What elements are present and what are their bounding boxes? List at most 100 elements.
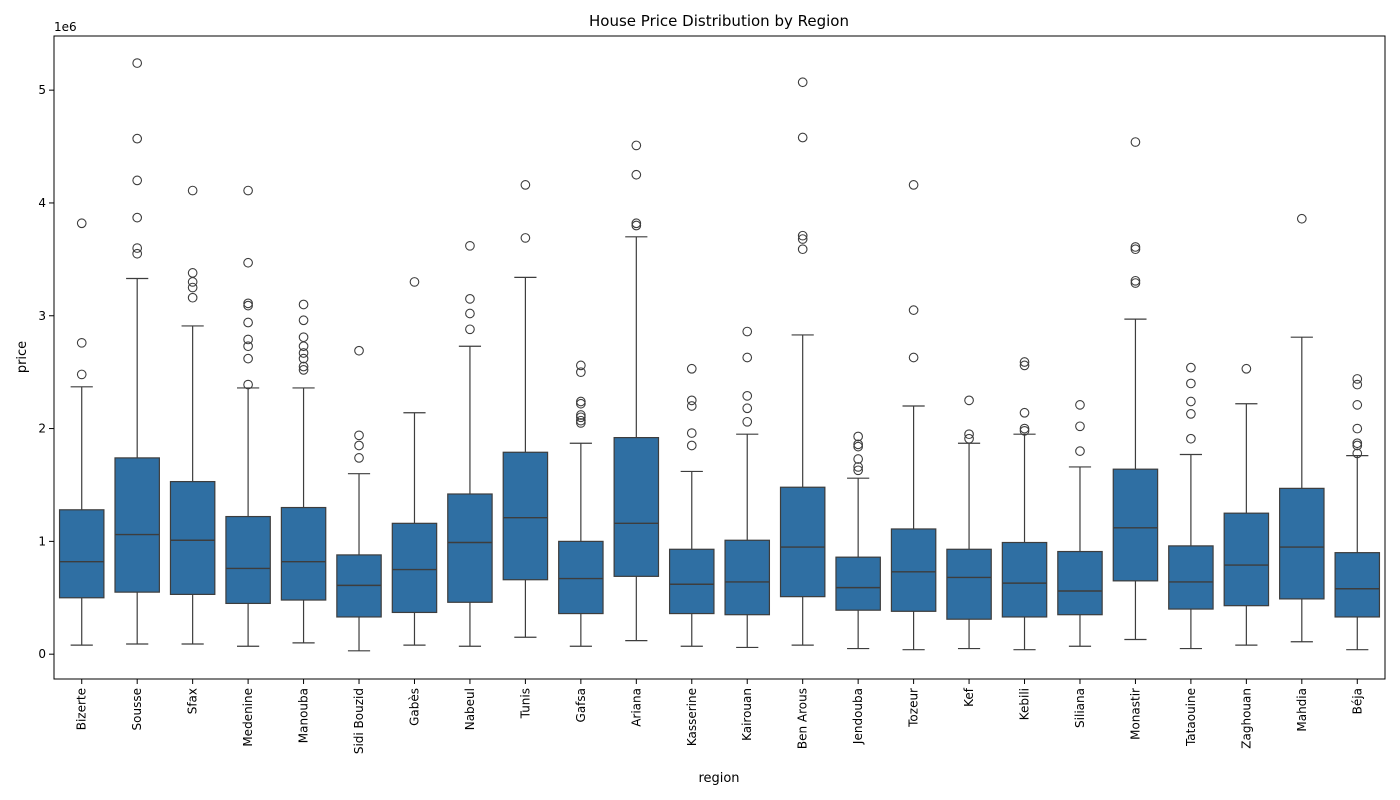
box-gafsa (558, 540, 604, 615)
x-tick-label: Manouba (297, 688, 311, 743)
x-tick-label: Nabeul (463, 688, 477, 730)
x-tick-label: Siliana (1073, 688, 1087, 728)
outlier-point (742, 391, 753, 401)
outlier-point (76, 337, 87, 348)
outlier-point (1296, 213, 1307, 224)
x-tick-label: Gafsa (574, 688, 588, 722)
outlier-point (1186, 396, 1196, 407)
box-tunis (502, 451, 549, 581)
outlier-point (132, 175, 143, 186)
outlier-point (298, 365, 309, 375)
plot-frame (53, 35, 1386, 680)
box-zaghouan (1223, 512, 1270, 607)
outlier-point (1352, 448, 1363, 459)
box-sousse (114, 457, 160, 593)
plot-area: 0 1 2 3 4 5 Bizerte Sousse Sfax Medenine Manouba Si… (38, 58, 1381, 754)
outlier-point (1186, 362, 1196, 373)
box-tozeur (890, 528, 937, 612)
x-axis-label: region (698, 771, 739, 786)
outlier-point (576, 398, 586, 409)
outlier-point (1019, 360, 1030, 371)
outlier-point (797, 244, 808, 255)
outlier-point (132, 58, 143, 68)
outlier-point (187, 268, 198, 278)
outlier-point (298, 361, 309, 372)
y-tick-label: 5 (38, 83, 46, 97)
outlier-point (1130, 137, 1141, 147)
x-tick-label: Jendouba (851, 688, 865, 745)
outlier-point (187, 292, 198, 303)
outlier-point (908, 305, 919, 315)
x-tick-label: Medenine (241, 688, 255, 747)
outlier-point (132, 212, 143, 223)
x-tick-label: Tataouine (1184, 688, 1198, 747)
y-tick-label: 0 (38, 647, 46, 661)
outlier-point (465, 240, 475, 251)
outlier-point (76, 369, 87, 380)
outlier-point (243, 257, 253, 268)
x-tick-label: Monastir (1128, 688, 1142, 740)
box-kebili (1001, 541, 1048, 618)
outlier-point (132, 133, 143, 144)
outlier-point (964, 395, 974, 406)
box-kef (946, 548, 992, 620)
outlier-point (1130, 278, 1141, 288)
outlier-point (742, 326, 753, 337)
outlier-point (298, 315, 309, 326)
outlier-point (1130, 275, 1141, 286)
box-nabeul (447, 493, 493, 603)
outlier-point (1019, 425, 1030, 436)
x-tick-label: Kebili (1018, 688, 1032, 720)
box-siliana (1057, 550, 1103, 616)
outlier-point (797, 77, 808, 88)
outlier-point (686, 440, 697, 451)
outlier-point (132, 243, 143, 253)
outlier-point (1352, 423, 1363, 434)
outlier-point (354, 430, 364, 441)
x-tick-label: Tunis (518, 688, 532, 719)
outlier-point (354, 440, 364, 451)
y-axis-label: price (15, 341, 30, 373)
box-manouba (280, 506, 327, 601)
outlier-point (1075, 400, 1085, 410)
outlier-point (686, 401, 697, 411)
outlier-point (797, 132, 808, 143)
outlier-point (187, 185, 198, 196)
outlier-point (298, 353, 309, 364)
outlier-point (354, 453, 364, 463)
box-monastir (1112, 468, 1159, 582)
outlier-point (1130, 244, 1141, 255)
outlier-point (520, 233, 531, 243)
outlier-point (187, 282, 198, 293)
outlier-point (1352, 438, 1363, 449)
outlier-point (631, 218, 642, 229)
outlier-point (1352, 440, 1363, 451)
outlier-point (298, 348, 309, 358)
x-tick-label: Kairouan (740, 688, 754, 741)
box-ariana (613, 436, 660, 577)
y-tick-label: 2 (38, 422, 46, 436)
box-gabès (391, 522, 438, 614)
outlier-point (1075, 446, 1085, 456)
outlier-point (243, 379, 253, 390)
box-kasserine (668, 548, 715, 615)
outlier-point (908, 352, 919, 363)
outlier-point (908, 180, 919, 190)
outlier-point (243, 317, 253, 328)
outlier-point (797, 230, 808, 241)
y-tick-label: 4 (38, 196, 46, 210)
outlier-point (465, 324, 475, 335)
box-bizerte (58, 509, 105, 599)
box-sfax (169, 480, 216, 595)
x-tick-label: Sousse (130, 688, 144, 730)
outlier-point (1019, 423, 1030, 434)
outlier-point (631, 220, 642, 231)
outlier-point (686, 428, 697, 438)
x-tick-label: Sidi Bouzid (352, 688, 366, 754)
x-tick-label: Kef (962, 687, 976, 707)
outlier-point (797, 234, 808, 244)
outlier-point (853, 465, 863, 476)
chart-title: House Price Distribution by Region (589, 12, 849, 30)
outlier-point (631, 169, 642, 180)
